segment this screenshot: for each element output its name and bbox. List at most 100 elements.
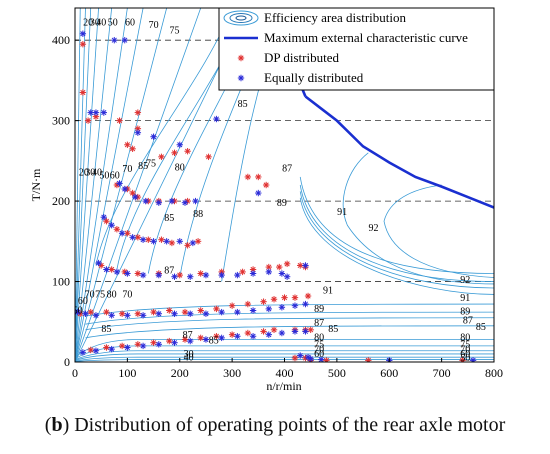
equally-distributed-point <box>82 310 89 317</box>
dp-distributed-point <box>228 331 236 338</box>
marker-stroke <box>171 340 178 346</box>
legend-rows: Efficiency area distribution Maximum exte… <box>223 10 468 85</box>
legend-marker-swatch <box>237 74 245 82</box>
marker-stroke <box>177 142 183 148</box>
contour-label: 75 <box>146 158 156 169</box>
dp-distributed-point <box>134 310 142 317</box>
contour-label: 75 <box>314 340 324 351</box>
dp-distributed-point <box>283 260 291 268</box>
dp-distributed-point <box>134 341 142 348</box>
dp-distributed-point <box>260 328 267 335</box>
marker-stroke <box>75 309 81 315</box>
y-axis-label: T/N·m <box>29 168 43 201</box>
marker-stroke <box>240 269 246 275</box>
marker-stroke <box>140 312 146 318</box>
marker-stroke <box>122 37 128 43</box>
marker-stroke <box>93 114 99 120</box>
contour-label: 87 <box>463 315 473 326</box>
marker-stroke <box>140 343 146 349</box>
dp-distributed-point <box>244 173 252 181</box>
marker-stroke <box>119 343 125 349</box>
contour-label: 60 <box>314 349 324 360</box>
marker-stroke <box>250 266 256 273</box>
equally-distributed-point <box>278 329 286 337</box>
marker-stroke <box>245 330 251 336</box>
contour-label: 92 <box>460 275 470 286</box>
efficiency-contour <box>75 8 113 362</box>
dp-distributed-point <box>291 354 299 362</box>
marker-stroke <box>109 346 115 352</box>
dp-distributed-point <box>166 307 173 314</box>
efficiency-contour <box>85 191 494 325</box>
equally-distributed-point <box>249 307 257 314</box>
marker-stroke <box>284 274 290 280</box>
x-tick-label: 600 <box>380 366 398 380</box>
contour-label: 88 <box>193 209 203 220</box>
equally-distributed-point <box>139 312 147 319</box>
dp-distributed-point <box>307 326 314 334</box>
equally-distributed-point <box>187 337 194 345</box>
dp-distributed-point <box>194 238 202 245</box>
marker-stroke <box>271 296 277 302</box>
equally-distributed-point <box>92 347 100 354</box>
marker-stroke <box>85 118 91 124</box>
equally-distributed-point <box>163 238 170 245</box>
legend-label: Efficiency area distribution <box>264 10 406 25</box>
marker-stroke <box>130 190 136 196</box>
efficiency-contour <box>75 8 86 362</box>
contour-label: 89 <box>277 198 287 209</box>
y-tick-label: 400 <box>52 33 70 47</box>
marker-stroke <box>271 327 277 333</box>
efficiency-contour <box>75 8 99 362</box>
equally-distributed-point <box>255 189 262 197</box>
marker-stroke <box>98 262 104 269</box>
dp-distributed-point <box>150 308 157 316</box>
marker-stroke <box>302 262 309 269</box>
marker-stroke <box>187 311 193 317</box>
marker-stroke <box>229 303 235 309</box>
marker-stroke <box>279 270 285 277</box>
contour-label: 40 <box>92 167 102 178</box>
contour-label: 85 <box>328 324 338 335</box>
marker-stroke <box>266 269 272 275</box>
contour-label: 50 <box>460 353 470 364</box>
marker-stroke <box>80 31 86 37</box>
legend-label: Equally distributed <box>264 70 364 85</box>
dp-distributed-point <box>213 333 220 340</box>
marker-stroke <box>109 222 115 228</box>
equally-distributed-point <box>171 339 178 346</box>
contour-label: 85 <box>209 335 219 346</box>
equally-distributed-point <box>234 308 241 316</box>
marker-stroke <box>135 126 141 132</box>
equally-distributed-point <box>302 328 309 335</box>
marker-stroke <box>292 303 298 309</box>
marker-stroke <box>245 174 251 180</box>
contour-label: 80 <box>175 163 185 174</box>
dp-distributed-point <box>116 117 123 124</box>
marker-stroke <box>177 272 183 278</box>
marker-stroke <box>150 134 157 140</box>
marker-stroke <box>116 180 123 186</box>
marker-stroke <box>109 266 115 273</box>
marker-stroke <box>156 272 162 278</box>
marker-stroke <box>302 328 309 335</box>
equally-distributed-point <box>108 222 115 229</box>
marker-stroke <box>132 194 138 200</box>
contour-label: 60 <box>78 296 88 307</box>
marker-stroke <box>122 269 128 275</box>
marker-stroke <box>103 218 110 224</box>
equally-distributed-point <box>139 271 147 279</box>
efficiency-contour <box>342 152 494 285</box>
marker-stroke <box>114 269 120 275</box>
dp-distributed-point <box>124 230 131 237</box>
marker-stroke <box>135 341 141 347</box>
dp-distributed-point <box>244 329 252 337</box>
marker-stroke <box>158 154 165 160</box>
legend-contour-swatch <box>235 15 247 21</box>
y-tick-label: 100 <box>52 275 70 289</box>
equally-distributed-point <box>234 333 241 340</box>
dp-distributed-point <box>255 173 262 181</box>
marker-stroke <box>103 266 110 273</box>
contour-label: 80 <box>107 290 117 301</box>
equally-distributed-point <box>111 36 118 44</box>
